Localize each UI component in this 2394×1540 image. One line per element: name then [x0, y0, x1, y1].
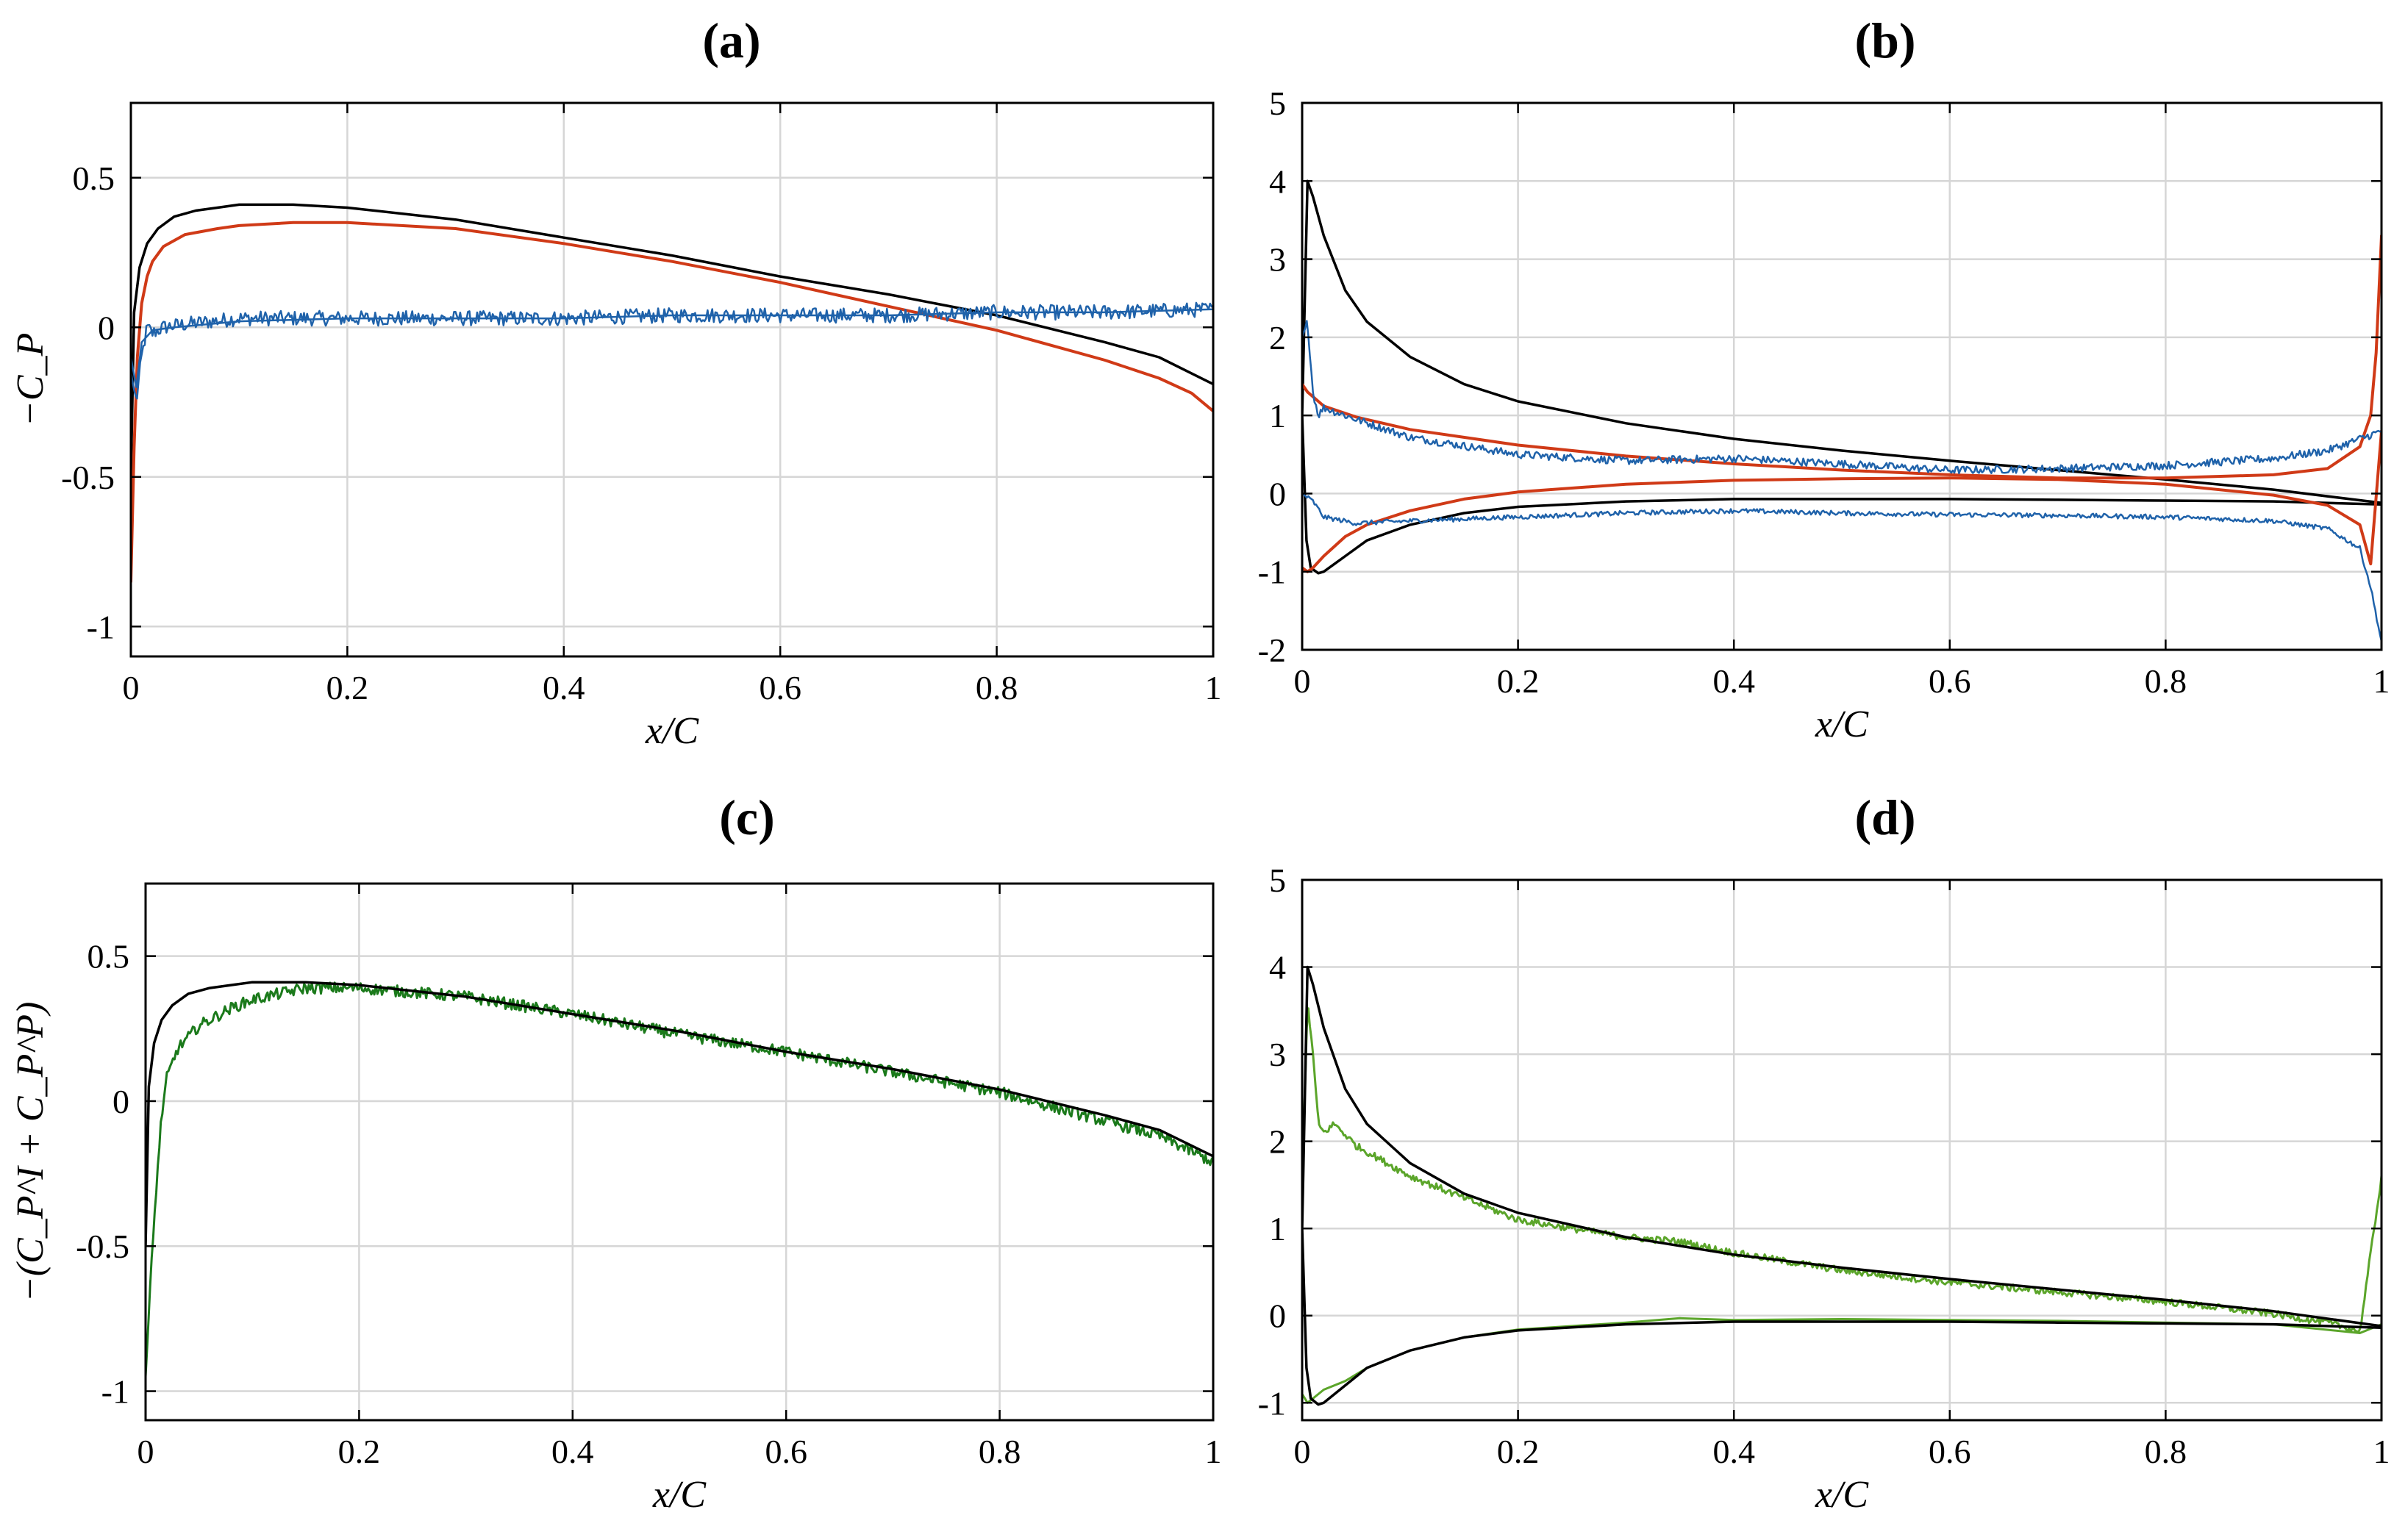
panel-title: (a) [702, 12, 760, 68]
series-black-upper [1302, 179, 2382, 504]
series-green [146, 981, 1213, 1378]
x-tick-label: 0 [123, 669, 140, 706]
x-tick-label: 0 [1294, 662, 1311, 700]
x-tick-label: 0.8 [979, 1433, 1021, 1470]
x-tick-label: 0.4 [1712, 662, 1755, 700]
y-tick-label: 0 [98, 309, 115, 346]
x-tick-label: 0.2 [1497, 662, 1540, 700]
x-tick-label: 0 [137, 1433, 154, 1470]
x-tick-label: 0.2 [338, 1433, 381, 1470]
plot-frame [1301, 878, 2383, 1422]
x-tick-label: 0.6 [759, 669, 801, 706]
y-tick-label: -1 [101, 1373, 129, 1411]
x-tick-label: 0.4 [1712, 1433, 1755, 1470]
x-tick-label: 0.8 [2145, 662, 2187, 700]
y-tick-label: -1 [1258, 554, 1286, 591]
y-tick-label: 0 [1269, 1297, 1286, 1335]
x-tick-label: 0.4 [551, 1433, 594, 1470]
y-tick-label: 1 [1269, 397, 1286, 434]
panel-b: 0 0.2 0.4 0.6 0.8 1 -2 -1 0 1 2 3 4 5 (b) x/C [1258, 12, 2390, 745]
y-tick-label: 0.5 [87, 938, 130, 975]
series-black-upper [1302, 965, 2382, 1328]
y-tick-label: 2 [1269, 1123, 1286, 1161]
series-blue-lower [1302, 493, 2382, 642]
series-green-upper [1302, 1007, 2382, 1334]
panel-c: 0 0.2 0.4 0.6 0.8 1 -1 -0.5 0 0.5 (c) x/C −(C_P^I + … [10, 789, 1222, 1516]
series-blue-smooth [131, 308, 1213, 388]
x-tick-label: 0.6 [1929, 1433, 1971, 1470]
series-blue-upper [1302, 320, 2382, 475]
series-blue [131, 301, 1213, 400]
x-tick-label: 0.6 [1929, 662, 1971, 700]
x-tick-label: 0.4 [543, 669, 585, 706]
y-tick-label: -1 [1258, 1384, 1286, 1422]
x-tick-label: 0.8 [976, 669, 1018, 706]
y-tick-label: 0 [112, 1083, 129, 1120]
panel-title: (d) [1854, 789, 1915, 845]
y-tick-label: -1 [87, 608, 115, 645]
y-tick-label: 5 [1269, 85, 1286, 122]
x-tick-label: 1 [1205, 1433, 1222, 1470]
x-axis-label: x/C [1815, 703, 1870, 745]
y-tick-label: 3 [1269, 1036, 1286, 1073]
x-axis-label: x/C [645, 710, 700, 752]
series-red-lower [1302, 429, 2382, 573]
panel-a: 0 0.2 0.4 0.6 0.8 1 -1 -0.5 0 0.5 (a) x/C −C_P [10, 12, 1222, 752]
series-black [131, 203, 1213, 479]
plot-frame [1301, 101, 2383, 651]
x-tick-label: 0.8 [2145, 1433, 2187, 1470]
panel-title: (c) [719, 789, 774, 845]
x-tick-label: 1 [1205, 669, 1222, 706]
y-tick-label: 3 [1269, 241, 1286, 279]
plot-frame [129, 101, 1215, 658]
x-tick-label: 0.2 [1497, 1433, 1540, 1470]
series-black [146, 981, 1213, 1247]
series-black-lower [1302, 414, 2382, 575]
x-tick-label: 1 [2373, 1433, 2390, 1470]
y-tick-label: 1 [1269, 1210, 1286, 1247]
series-green-lower [1302, 1317, 2382, 1404]
series-red-upper [1302, 234, 2382, 480]
series-black-lower [1302, 1227, 2382, 1406]
y-tick-label: -2 [1258, 631, 1286, 669]
y-tick-label: 2 [1269, 319, 1286, 357]
y-tick-label: 0 [1269, 475, 1286, 512]
x-axis-label: x/C [1815, 1474, 1870, 1516]
series-red [131, 221, 1213, 584]
y-tick-label: 4 [1269, 949, 1286, 986]
x-tick-label: 0.6 [765, 1433, 807, 1470]
y-tick-label: -0.5 [61, 459, 115, 496]
y-axis-label: −C_P [10, 333, 51, 427]
x-axis-label: x/C [652, 1474, 707, 1516]
y-tick-label: 0.5 [73, 160, 115, 197]
x-tick-label: 0 [1294, 1433, 1311, 1470]
y-tick-label: 4 [1269, 162, 1286, 200]
x-tick-label: 1 [2373, 662, 2390, 700]
plot-frame [144, 882, 1215, 1422]
y-axis-label: −(C_P^I + C_P^P) [10, 1002, 51, 1303]
x-tick-label: 0.2 [326, 669, 369, 706]
y-tick-label: -0.5 [76, 1228, 129, 1265]
y-tick-label: 5 [1269, 862, 1286, 899]
panel-title: (b) [1854, 12, 1915, 68]
